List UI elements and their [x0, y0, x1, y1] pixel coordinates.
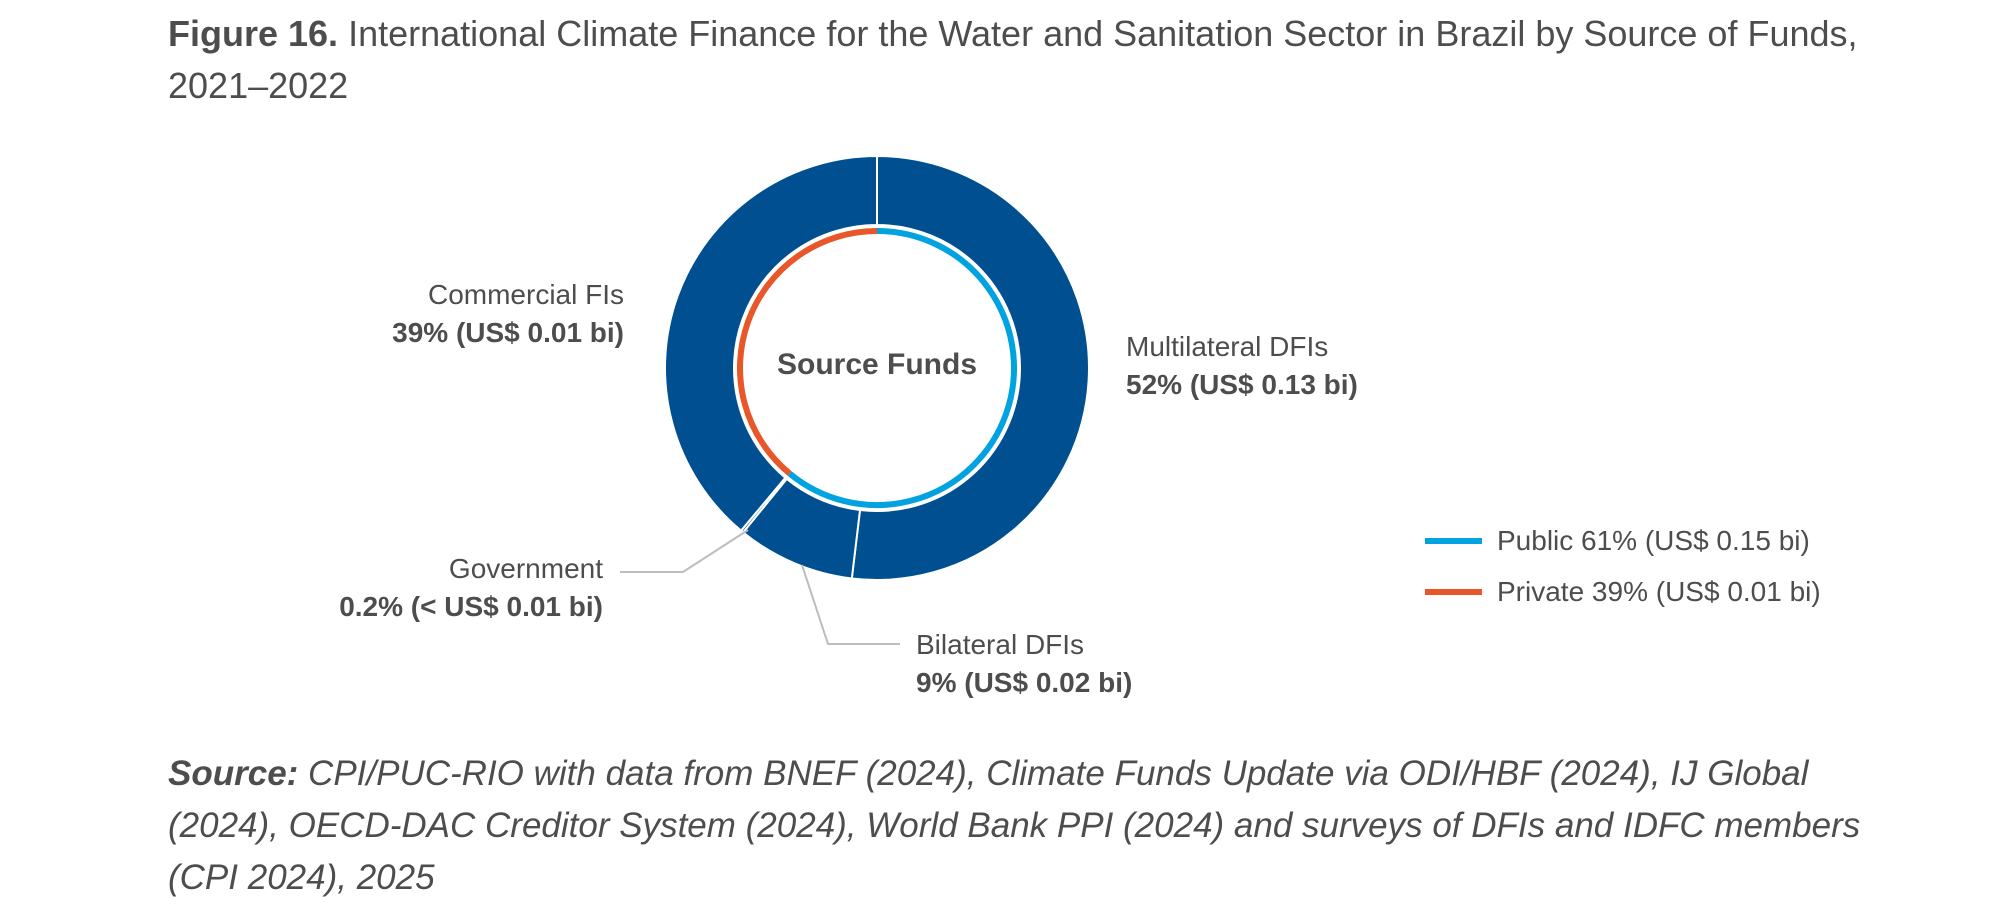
- legend-public-label: Public 61% (US$ 0.15 bi): [1497, 525, 1810, 556]
- outer-slice-commercial-fis: [664, 154, 878, 533]
- source-note: Source: CPI/PUC-RIO with data from BNEF …: [168, 748, 1908, 904]
- source-label: Source:: [168, 754, 299, 793]
- inner-slice-private: [737, 228, 878, 476]
- commercial-fis-name: Commercial FIs: [428, 279, 624, 310]
- outer-slice-multilateral-dfis: [850, 154, 1090, 581]
- multilateral-dfis-value: 52% (US$ 0.13 bi): [1126, 369, 1358, 400]
- inner-ring: [737, 228, 1017, 508]
- bilateral-dfis-name: Bilateral DFIs: [916, 629, 1084, 660]
- government-leader-line: [620, 529, 749, 573]
- bilateral-leader-line: [801, 564, 900, 645]
- inner-slice-public: [787, 228, 1017, 508]
- center-label: Source Funds: [777, 348, 977, 381]
- government-name: Government: [449, 553, 603, 584]
- donut-chart: Source Funds Multilateral DFIs 52% (US$ …: [339, 154, 1821, 698]
- government-value: 0.2% (< US$ 0.01 bi): [339, 591, 603, 622]
- legend: Public 61% (US$ 0.15 bi) Private 39% (US…: [1425, 525, 1821, 607]
- figure-title: Figure 16. International Climate Finance…: [168, 8, 1868, 112]
- figure-title-text: International Climate Finance for the Wa…: [168, 13, 1858, 106]
- figure-label: Figure 16.: [168, 13, 339, 54]
- bilateral-dfis-value: 9% (US$ 0.02 bi): [916, 667, 1132, 698]
- outer-ring: [664, 154, 1090, 581]
- source-text: CPI/PUC-RIO with data from BNEF (2024), …: [168, 754, 1861, 897]
- legend-private-label: Private 39% (US$ 0.01 bi): [1497, 576, 1821, 607]
- multilateral-dfis-name: Multilateral DFIs: [1126, 331, 1328, 362]
- commercial-fis-value: 39% (US$ 0.01 bi): [392, 317, 624, 348]
